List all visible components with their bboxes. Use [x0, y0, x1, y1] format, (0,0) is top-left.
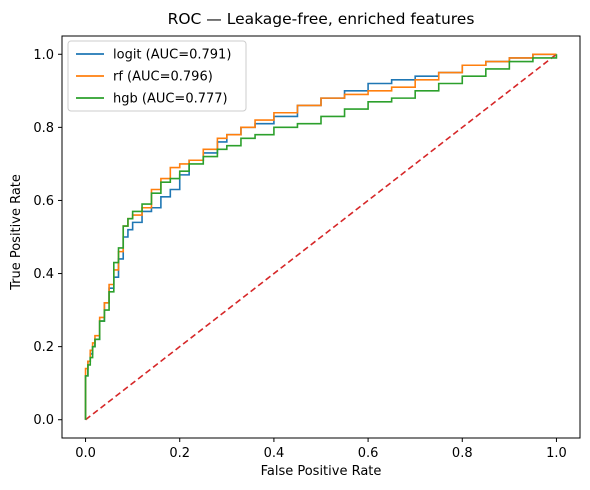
y-tick-label: 0.6 [33, 194, 54, 209]
legend: logit (AUC=0.791) rf (AUC=0.796) hgb (AUC=… [67, 40, 247, 112]
y-tick-label: 0.2 [33, 340, 54, 355]
x-axis-title: False Positive Rate [261, 464, 382, 479]
legend-box [67, 40, 247, 112]
axes-frame [61, 35, 581, 439]
legend-label-logit: logit (AUC=0.791) [113, 48, 231, 63]
x-tick-label: 0.2 [169, 446, 190, 461]
roc-curve-hgb [84, 54, 558, 420]
y-tick-label: 0.0 [33, 413, 54, 428]
y-tick-label: 0.4 [33, 267, 54, 282]
y-axis-title: True Positive Rate [9, 174, 24, 291]
x-tick-label: 0.4 [264, 446, 285, 461]
y-tick-label: 1.0 [33, 48, 54, 63]
reference-diagonal-line [85, 53, 557, 421]
y-tick-label: 0.8 [33, 121, 54, 136]
x-tick-label: 0.6 [358, 446, 379, 461]
legend-label-hgb: hgb (AUC=0.777) [113, 92, 228, 107]
x-tick-label: 0.0 [75, 446, 96, 461]
x-tick-label: 0.8 [452, 446, 473, 461]
legend-label-rf: rf (AUC=0.796) [113, 70, 213, 85]
x-tick-label: 1.0 [546, 446, 567, 461]
plot-area: 0.0 0.2 0.4 0.6 0.8 1.0 0.0 0.2 0.4 0.6 0.8 1.0 [33, 35, 581, 461]
chart-title: ROC — Leakage-free, enriched features [168, 10, 475, 28]
